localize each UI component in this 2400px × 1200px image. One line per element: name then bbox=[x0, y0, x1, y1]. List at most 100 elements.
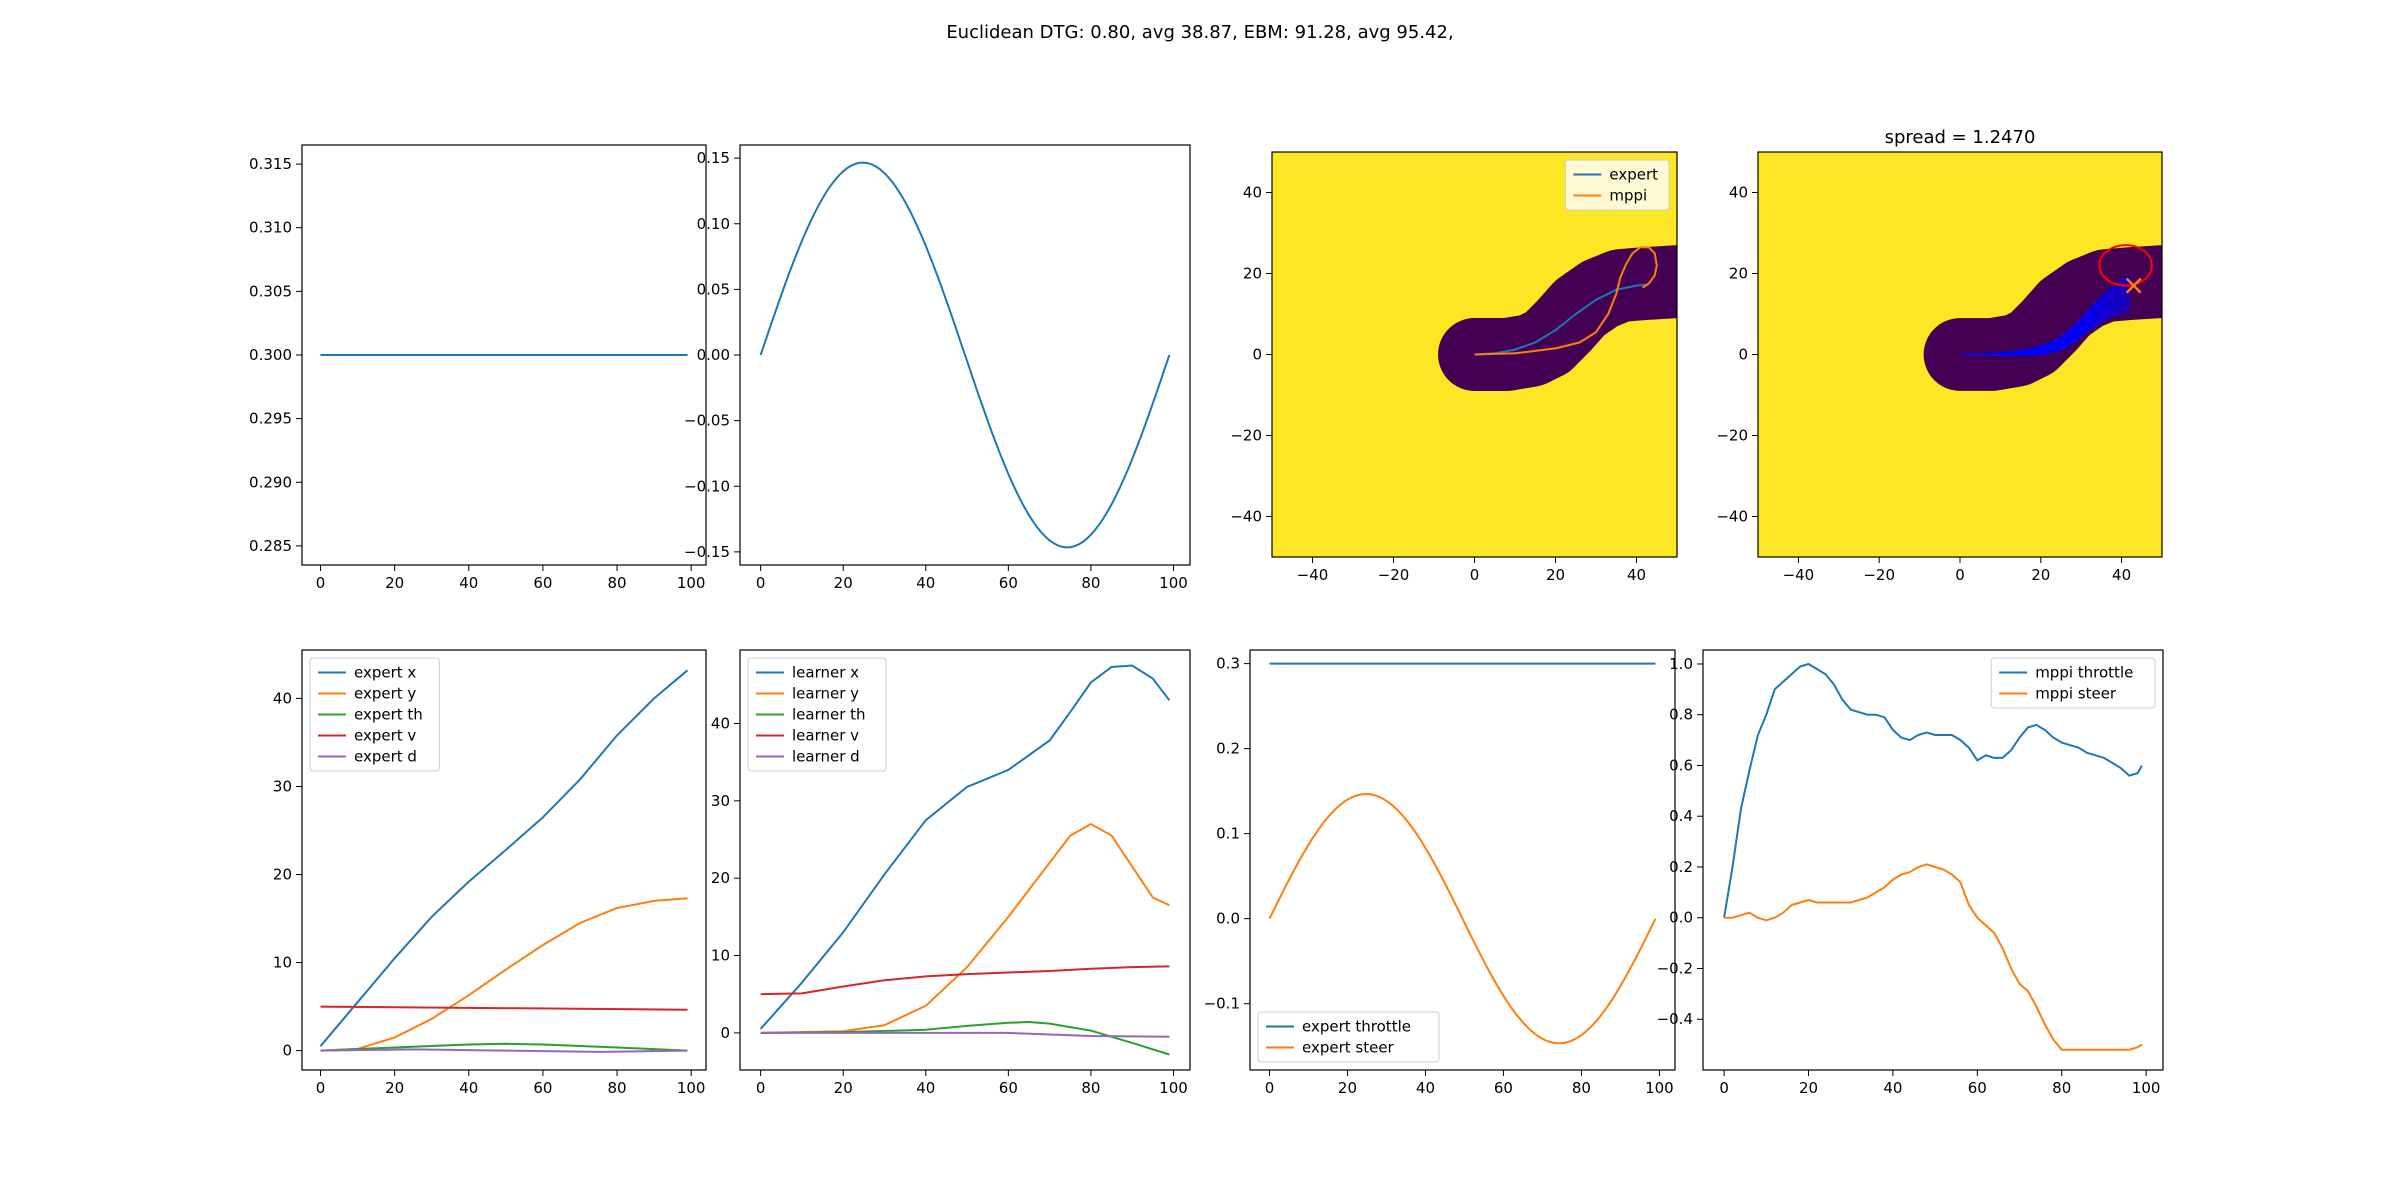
y-tick-label: 20 bbox=[1729, 265, 1748, 283]
series-line-learner-v bbox=[760, 965, 1170, 996]
y-tick-label: 0.4 bbox=[1669, 807, 1693, 825]
x-tick-label: 0 bbox=[1470, 566, 1480, 584]
series-line-learner-d bbox=[760, 1031, 1170, 1038]
series-line-expert bbox=[1474, 283, 1649, 356]
y-tick-label: 30 bbox=[711, 792, 730, 810]
legend-box bbox=[1990, 657, 2156, 709]
series-line-learner-y bbox=[760, 822, 1170, 1034]
x-tick-label: 0 bbox=[1719, 1079, 1729, 1097]
y-tick-label: 0.05 bbox=[697, 280, 730, 298]
y-tick-label: 0.2 bbox=[1216, 740, 1240, 758]
series-line-expert-th bbox=[320, 1042, 688, 1052]
legend-label: mppi throttle bbox=[2035, 664, 2133, 682]
x-tick-label: 40 bbox=[1416, 1079, 1435, 1097]
x-tick-label: 80 bbox=[1081, 1079, 1100, 1097]
series-line-mppi bbox=[1474, 246, 1658, 356]
y-tick-label: −0.1 bbox=[1204, 995, 1240, 1013]
series-line-mppi-steer bbox=[1724, 863, 2143, 1051]
y-tick-label: −0.4 bbox=[1657, 1010, 1693, 1028]
axes-frame bbox=[301, 649, 707, 1071]
x-tick-label: −40 bbox=[1783, 566, 1815, 584]
x-tick-label: 0 bbox=[316, 1079, 326, 1097]
series-line-0 bbox=[759, 161, 1171, 549]
legend-label: expert throttle bbox=[1302, 1018, 1411, 1036]
y-tick-label: 20 bbox=[711, 869, 730, 887]
subplot-4-map-spread: −40 −20 0 20 40 −40 −20 0 20 40 spread = 1.2470 bbox=[1716, 127, 2163, 584]
x-tick-label: 100 bbox=[677, 574, 706, 592]
y-tick-label: 0.290 bbox=[249, 473, 292, 491]
y-tick-label: −0.05 bbox=[684, 412, 730, 430]
y-tick-label: −0.10 bbox=[684, 477, 730, 495]
legend-label: learner d bbox=[792, 748, 860, 766]
x-tick-label: 40 bbox=[1883, 1079, 1902, 1097]
x-tick-label: 20 bbox=[834, 1079, 853, 1097]
y-tick-label: 20 bbox=[273, 866, 292, 884]
x-tick-label: 0 bbox=[1265, 1079, 1275, 1097]
legend-label: learner th bbox=[792, 706, 866, 724]
legend-label: expert x bbox=[354, 664, 416, 682]
x-tick-label: 20 bbox=[834, 574, 853, 592]
x-tick-label: 0 bbox=[316, 574, 326, 592]
y-tick-label: 0.285 bbox=[249, 537, 292, 555]
y-tick-label: 0 bbox=[1738, 346, 1748, 364]
x-tick-label: 20 bbox=[1338, 1079, 1357, 1097]
series-line-mppi-throttle bbox=[1723, 662, 2143, 918]
y-tick-label: 40 bbox=[711, 714, 730, 732]
legend: mppi throttle mppi steer bbox=[1990, 657, 2156, 709]
x-tick-label: 80 bbox=[1572, 1079, 1591, 1097]
subplot-1: 0 20 40 60 80 100 0.285 0.290 0.295 0.300 0.305 0.3… bbox=[249, 144, 707, 592]
legend-label: expert y bbox=[354, 685, 416, 703]
x-tick-label: 0 bbox=[1955, 566, 1965, 584]
subplot-title: spread = 1.2470 bbox=[1885, 127, 2036, 148]
y-tick-label: 0.300 bbox=[249, 346, 292, 364]
legend-label: expert th bbox=[354, 706, 423, 724]
legend-box bbox=[1257, 1011, 1440, 1063]
legend-label: learner y bbox=[792, 685, 859, 703]
series-line-expert-d bbox=[320, 1048, 688, 1053]
y-tick-label: 0 bbox=[1252, 346, 1262, 364]
legend-label: learner v bbox=[792, 727, 859, 745]
y-tick-label: 0.0 bbox=[1669, 909, 1693, 927]
x-tick-label: 40 bbox=[916, 1079, 935, 1097]
legend-label: expert v bbox=[354, 727, 416, 745]
legend-label: mppi steer bbox=[2035, 685, 2117, 703]
y-tick-label: 0.305 bbox=[249, 282, 292, 300]
legend-label: learner x bbox=[792, 664, 859, 682]
x-tick-label: 100 bbox=[1645, 1079, 1674, 1097]
y-tick-label: −20 bbox=[1230, 427, 1262, 445]
y-tick-label: 0.310 bbox=[249, 219, 292, 237]
x-tick-label: 20 bbox=[1546, 566, 1565, 584]
legend-box bbox=[1564, 159, 1670, 211]
figure-suptitle: Euclidean DTG: 0.80, avg 38.87, EBM: 91.… bbox=[946, 22, 1453, 43]
legend: learner x learner y learner th learner v lea… bbox=[747, 657, 887, 772]
y-tick-label: 10 bbox=[711, 947, 730, 965]
y-tick-label: 30 bbox=[273, 777, 292, 795]
legend-label: expert bbox=[1609, 166, 1658, 184]
y-tick-label: −20 bbox=[1716, 427, 1748, 445]
y-tick-label: 0.0 bbox=[1216, 910, 1240, 928]
y-tick-label: 40 bbox=[1729, 184, 1748, 202]
y-tick-label: 0.2 bbox=[1669, 858, 1693, 876]
y-tick-label: 0.3 bbox=[1216, 655, 1240, 673]
x-tick-label: 100 bbox=[1159, 1079, 1188, 1097]
legend: expert throttle expert steer bbox=[1257, 1011, 1440, 1063]
x-tick-label: 40 bbox=[916, 574, 935, 592]
legend-label: mppi bbox=[1609, 187, 1647, 205]
legend-box bbox=[309, 657, 440, 772]
x-tick-label: 0 bbox=[756, 1079, 766, 1097]
x-tick-label: 100 bbox=[2132, 1079, 2161, 1097]
x-tick-label: 100 bbox=[677, 1079, 706, 1097]
y-tick-label: 0 bbox=[720, 1024, 730, 1042]
series-line-expert-x bbox=[319, 669, 689, 1047]
x-tick-label: 0 bbox=[756, 574, 766, 592]
x-tick-label: 20 bbox=[385, 1079, 404, 1097]
x-tick-label: −40 bbox=[1297, 566, 1329, 584]
x-tick-label: 100 bbox=[1159, 574, 1188, 592]
legend-label: expert d bbox=[354, 748, 417, 766]
y-tick-label: −0.15 bbox=[684, 543, 730, 561]
y-tick-label: 1.0 bbox=[1669, 655, 1693, 673]
legend: expert x expert y expert th expert v expert … bbox=[309, 657, 440, 772]
y-tick-label: 0.00 bbox=[697, 346, 730, 364]
